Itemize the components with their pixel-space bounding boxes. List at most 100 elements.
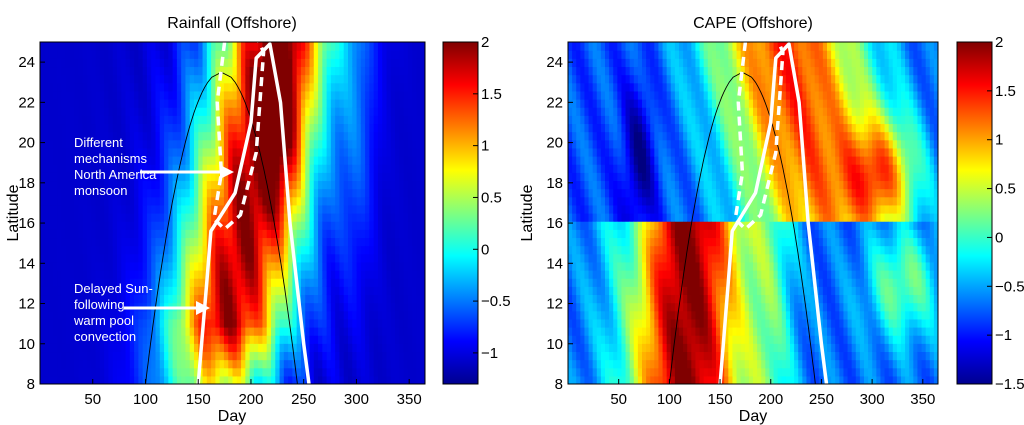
rainfall-heatmap-cell <box>185 188 191 198</box>
rainfall-heatmap-cell <box>104 367 110 377</box>
rainfall-heatmap-cell <box>99 107 105 116</box>
rainfall-heatmap-cell <box>275 180 281 190</box>
rainfall-heatmap-cell <box>99 156 105 165</box>
rainfall-heatmap-cell <box>348 359 353 369</box>
rainfall-heatmap-cell <box>134 164 139 173</box>
rainfall-heatmap-cell <box>61 327 67 336</box>
rainfall-heatmap-cell <box>288 294 293 304</box>
rainfall-heatmap-cell <box>275 50 281 59</box>
rainfall-heatmap-cell <box>172 180 178 190</box>
rainfall-heatmap-cell <box>407 107 413 116</box>
rainfall-heatmap-cell <box>168 253 174 263</box>
rainfall-heatmap-cell <box>236 270 242 279</box>
rainfall-heatmap-cell <box>61 188 67 198</box>
rainfall-heatmap-cell <box>155 147 161 157</box>
rainfall-heatmap-cell <box>91 375 97 384</box>
rainfall-heatmap-cell <box>129 245 135 255</box>
rainfall-heatmap-cell <box>69 229 75 239</box>
rainfall-heatmap-cell <box>138 294 144 304</box>
rainfall-heatmap-cell <box>258 156 264 165</box>
rainfall-heatmap-cell <box>249 302 255 312</box>
rainfall-heatmap-cell <box>253 204 259 214</box>
rainfall-heatmap-cell <box>91 343 97 353</box>
rainfall-heatmap-cell <box>57 270 62 279</box>
rainfall-heatmap-cell <box>300 58 306 68</box>
rainfall-heatmap-cell <box>390 270 396 279</box>
rainfall-heatmap-cell <box>266 131 272 141</box>
rainfall-heatmap-cell <box>236 253 242 263</box>
rainfall-heatmap-cell <box>69 58 75 68</box>
rainfall-heatmap-cell <box>275 278 281 287</box>
rainfall-heatmap-cell <box>283 123 289 133</box>
rainfall-heatmap-cell <box>82 42 88 51</box>
cape-heatmap-cell <box>609 367 614 377</box>
cape-heatmap-cell <box>629 318 635 328</box>
rainfall-heatmap-cell <box>352 310 358 320</box>
rainfall-heatmap-cell <box>69 375 75 384</box>
rainfall-heatmap-cell <box>215 278 221 287</box>
cape-heatmap-cell <box>674 164 680 173</box>
rainfall-heatmap-cell <box>245 261 251 271</box>
rainfall-heatmap-cell <box>382 367 388 377</box>
rainfall-heatmap-cell <box>134 261 139 271</box>
rainfall-heatmap-cell <box>326 115 332 125</box>
rainfall-heatmap-cell <box>343 261 349 271</box>
cape-heatmap-cell <box>633 147 639 157</box>
cape-heatmap-cell <box>650 302 655 312</box>
cape-heatmap-cell <box>584 204 590 214</box>
rainfall-heatmap-cell <box>266 375 272 384</box>
rainfall-heatmap-cell <box>198 172 204 182</box>
rainfall-heatmap-cell <box>57 302 62 312</box>
rainfall-heatmap-cell <box>292 139 298 149</box>
rainfall-heatmap-cell <box>134 107 139 116</box>
rainfall-heatmap-cell <box>125 310 131 320</box>
rainfall-heatmap-cell <box>74 66 80 76</box>
rainfall-heatmap-cell <box>164 351 169 361</box>
cape-heatmap-cell <box>633 196 639 206</box>
rainfall-heatmap-cell <box>48 351 54 361</box>
rainfall-heatmap-cell <box>236 302 242 312</box>
rainfall-heatmap-cell <box>356 115 362 125</box>
rainfall-y-tick-label: 14 <box>18 255 35 272</box>
rainfall-heatmap-cell <box>91 131 97 141</box>
rainfall-heatmap-cell <box>395 58 400 68</box>
rainfall-heatmap-cell <box>194 375 199 384</box>
cape-heatmap-cell <box>613 245 618 255</box>
rainfall-heatmap-cell <box>125 50 131 59</box>
cape-heatmap-cell <box>568 327 573 336</box>
rainfall-heatmap-cell <box>164 180 169 190</box>
cape-heatmap-cell <box>625 139 631 149</box>
rainfall-heatmap-cell <box>232 66 238 76</box>
rainfall-heatmap-cell <box>223 245 229 255</box>
cape-heatmap-cell <box>617 131 623 141</box>
cape-heatmap-cell <box>658 66 664 76</box>
rainfall-heatmap-cell <box>87 245 92 255</box>
rainfall-heatmap-cell <box>335 66 341 76</box>
rainfall-heatmap-cell <box>309 172 315 182</box>
cape-heatmap-cell <box>654 278 660 287</box>
rainfall-heatmap-cell <box>271 294 276 304</box>
rainfall-heatmap-cell <box>95 123 101 133</box>
rainfall-heatmap-cell <box>198 375 204 384</box>
cape-heatmap-cell <box>658 147 664 157</box>
rainfall-heatmap-cell <box>420 50 425 59</box>
rainfall-heatmap-cell <box>399 278 405 287</box>
rainfall-heatmap-cell <box>78 58 84 68</box>
rainfall-heatmap-cell <box>61 302 67 312</box>
rainfall-heatmap-cell <box>185 147 191 157</box>
rainfall-heatmap-cell <box>232 115 238 125</box>
rainfall-heatmap-cell <box>249 270 255 279</box>
rainfall-heatmap-cell <box>172 213 178 222</box>
cape-heatmap-cell <box>605 375 610 384</box>
rainfall-heatmap-cell <box>142 343 148 353</box>
rainfall-heatmap-cell <box>138 99 144 108</box>
rainfall-heatmap-cell <box>129 335 135 344</box>
rainfall-heatmap-cell <box>283 343 289 353</box>
rainfall-heatmap-cell <box>356 343 362 353</box>
rainfall-heatmap-cell <box>223 131 229 141</box>
rainfall-heatmap-cell <box>288 66 293 76</box>
rainfall-heatmap-cell <box>129 156 135 165</box>
rainfall-heatmap-cell <box>365 286 370 296</box>
cape-heatmap-cell <box>621 188 627 198</box>
cape-heatmap-cell <box>654 107 660 116</box>
